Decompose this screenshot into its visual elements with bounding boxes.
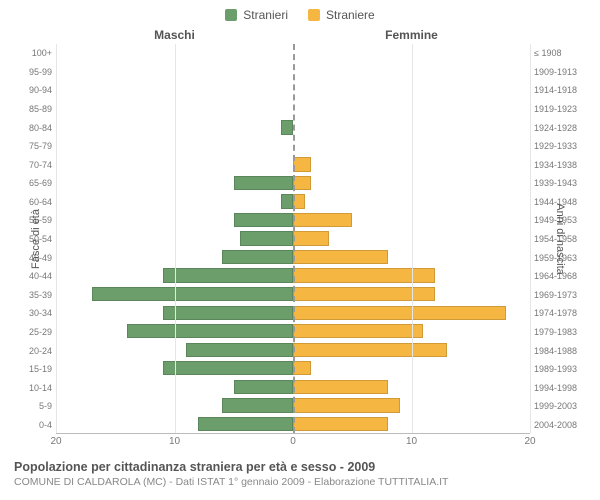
bar-male (186, 343, 293, 357)
age-label: 85-89 (10, 100, 52, 119)
center-divider (293, 44, 295, 433)
age-label: 5-9 (10, 397, 52, 416)
legend-label-male: Stranieri (243, 8, 288, 22)
bar-male (234, 213, 293, 227)
age-label: 0-4 (10, 416, 52, 435)
chart-subtitle: COMUNE DI CALDAROLA (MC) - Dati ISTAT 1°… (14, 476, 586, 488)
grid-line (530, 44, 531, 433)
bar-male (163, 268, 293, 282)
bar-female (293, 306, 506, 320)
birth-year-label: ≤ 1908 (534, 44, 590, 63)
bar-female (293, 287, 435, 301)
age-label: 80-84 (10, 118, 52, 137)
birth-year-label: 2004-2008 (534, 416, 590, 435)
age-label: 95-99 (10, 63, 52, 82)
female-half (293, 44, 530, 433)
x-tick: 20 (50, 436, 61, 447)
age-label: 35-39 (10, 286, 52, 305)
bar-male (281, 120, 293, 134)
bar-female (293, 417, 388, 431)
bar-male (163, 361, 293, 375)
y-axis-label-left: Fasce di età (30, 209, 42, 269)
age-label: 100+ (10, 44, 52, 63)
bar-male (222, 398, 293, 412)
bar-female (293, 176, 311, 190)
x-axis-ticks: 201001020 (56, 436, 530, 450)
x-tick: 20 (524, 436, 535, 447)
birth-year-label: 1989-1993 (534, 360, 590, 379)
birth-year-label: 1994-1998 (534, 378, 590, 397)
age-label: 20-24 (10, 341, 52, 360)
age-label: 70-74 (10, 155, 52, 174)
bar-female (293, 231, 329, 245)
caption: Popolazione per cittadinanza straniera p… (10, 460, 590, 488)
bar-male (127, 324, 293, 338)
age-label: 90-94 (10, 81, 52, 100)
grid-line (175, 44, 176, 433)
grid-line (56, 44, 57, 433)
birth-year-label: 1914-1918 (534, 81, 590, 100)
birth-year-label: 1984-1988 (534, 341, 590, 360)
birth-year-label: 1924-1928 (534, 118, 590, 137)
plot-area (56, 44, 530, 434)
swatch-male (225, 9, 237, 21)
birth-year-label: 1929-1933 (534, 137, 590, 156)
age-label: 25-29 (10, 323, 52, 342)
x-axis: 20 10 0 10 20 (10, 436, 590, 450)
bar-male (198, 417, 293, 431)
bar-male (163, 306, 293, 320)
age-label: 10-14 (10, 378, 52, 397)
grid-line (412, 44, 413, 433)
bar-male (92, 287, 293, 301)
bar-male (222, 250, 293, 264)
age-label: 30-34 (10, 304, 52, 323)
column-headers: Maschi Femmine (10, 28, 590, 42)
chart-container: Stranieri Straniere Maschi Femmine Fasce… (0, 0, 600, 500)
y-axis-label-right: Anni di nascita (554, 203, 566, 275)
x-tick: 10 (169, 436, 180, 447)
legend-item-female: Straniere (308, 8, 375, 22)
birth-year-label: 1999-2003 (534, 397, 590, 416)
x-tick: 0 (290, 436, 296, 447)
bar-female (293, 343, 447, 357)
legend-item-male: Stranieri (225, 8, 288, 22)
bar-male (240, 231, 293, 245)
legend: Stranieri Straniere (10, 8, 590, 22)
chart-area: Fasce di età Anni di nascita 100+95-9990… (10, 44, 590, 434)
bar-female (293, 380, 388, 394)
bar-female (293, 250, 388, 264)
legend-label-female: Straniere (326, 8, 375, 22)
bar-female (293, 398, 400, 412)
bar-male (234, 380, 293, 394)
age-label: 65-69 (10, 174, 52, 193)
header-male: Maschi (56, 28, 293, 42)
bar-male (234, 176, 293, 190)
birth-year-label: 1979-1983 (534, 323, 590, 342)
bar-female (293, 361, 311, 375)
birth-year-label: 1974-1978 (534, 304, 590, 323)
bar-female (293, 157, 311, 171)
bar-male (281, 194, 293, 208)
birth-year-label: 1919-1923 (534, 100, 590, 119)
birth-year-label: 1934-1938 (534, 155, 590, 174)
birth-year-label: 1939-1943 (534, 174, 590, 193)
bar-female (293, 324, 423, 338)
male-half (56, 44, 293, 433)
header-female: Femmine (293, 28, 530, 42)
swatch-female (308, 9, 320, 21)
bar-female (293, 213, 352, 227)
bar-female (293, 268, 435, 282)
birth-year-label: 1909-1913 (534, 63, 590, 82)
x-tick: 10 (406, 436, 417, 447)
age-label: 75-79 (10, 137, 52, 156)
age-label: 15-19 (10, 360, 52, 379)
birth-year-label: 1969-1973 (534, 286, 590, 305)
chart-title: Popolazione per cittadinanza straniera p… (14, 460, 586, 474)
age-label: 40-44 (10, 267, 52, 286)
